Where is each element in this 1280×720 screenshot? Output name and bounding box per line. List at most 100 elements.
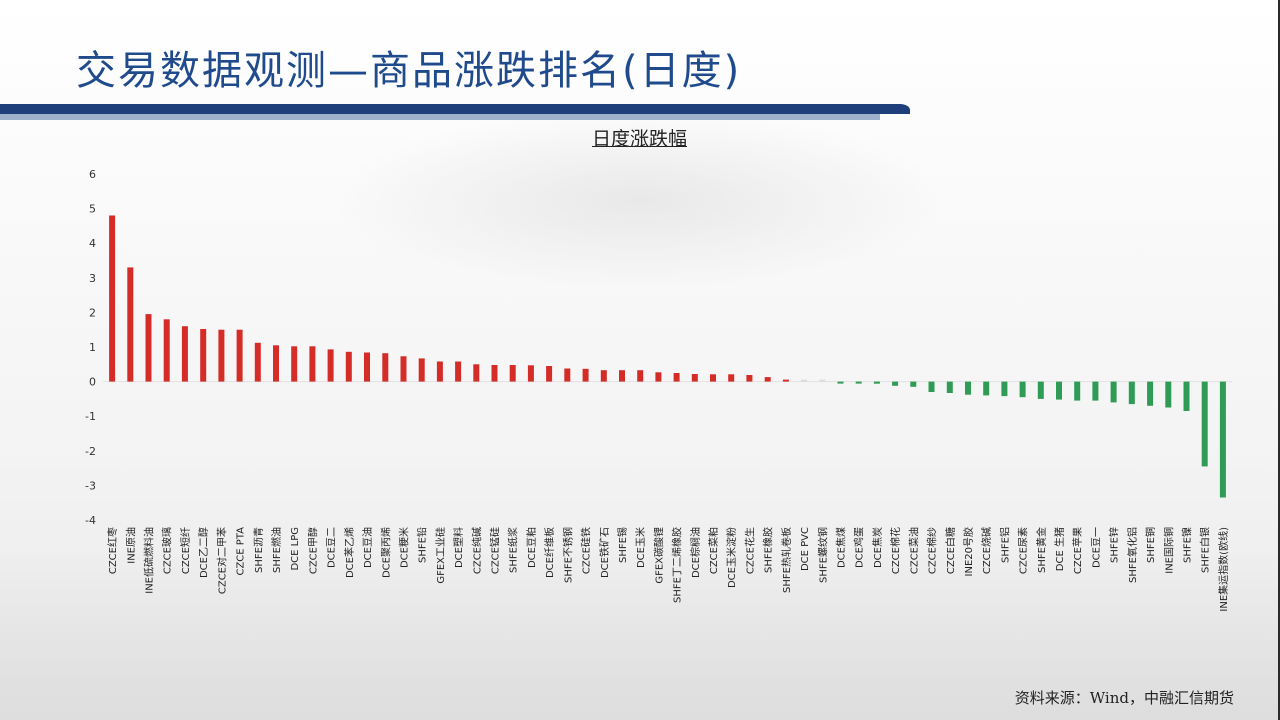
category-label: DCE塑料 [452,527,465,568]
bar-4 [181,326,188,382]
bar-23 [527,365,534,382]
category-label: CZCE尿素 [1017,527,1030,574]
bar-59 [1183,381,1190,411]
bar-24 [546,366,553,382]
category-label: SHFE白银 [1199,527,1212,573]
bar-21 [491,365,498,382]
category-label: INE原油 [124,527,137,564]
category-label: SHFE锌 [1108,527,1121,563]
y-tick-label: 0 [89,376,96,389]
category-label: DCE粳米 [397,527,410,568]
page-title: 交易数据观测—商品涨跌排名(日度) [76,48,742,94]
category-label: GFEX工业硅 [434,527,447,584]
category-label: CZCE甲醇 [306,527,319,574]
bar-1 [127,267,134,382]
category-label: SHFE镍 [1180,527,1193,563]
category-label: SHFE铅 [416,527,429,563]
world-map-background [330,110,950,290]
bar-57 [1147,381,1154,406]
bar-25 [564,368,571,382]
bar-7 [236,329,243,382]
category-label: CZCE苹果 [1071,527,1084,574]
bar-58 [1165,381,1172,408]
category-label: CZCE锰硅 [489,527,502,574]
y-tick-label: 1 [89,341,96,354]
bar-50 [1019,381,1026,398]
category-label: CZCE硅铁 [580,527,593,574]
category-label: DCE豆一 [1090,527,1102,568]
category-label: CZCE对二甲苯 [215,527,228,594]
bar-13 [345,351,352,382]
category-label: CZCE玻璃 [161,527,174,574]
bar-3 [163,319,170,382]
category-label: CZCE烧碱 [980,527,993,574]
category-label: SHFE燃油 [270,527,283,573]
category-label: DCE PVC [800,527,811,571]
category-label: SHFE纸浆 [507,527,520,573]
category-label: DCE鸡蛋 [853,527,866,568]
y-tick-label: 3 [89,272,96,285]
category-label: DCE苯乙烯 [343,527,356,578]
bar-49 [1001,381,1008,397]
bar-53 [1074,381,1081,401]
bar-45 [928,381,935,392]
bar-36 [764,377,771,382]
bar-15 [382,353,389,382]
chart-title: 日度涨跌幅 [592,128,688,150]
category-label: SHFE螺纹钢 [816,527,829,583]
title-underline-accent [0,114,880,120]
bar-0 [109,215,116,382]
bar-32 [691,374,698,382]
bar-19 [455,361,462,382]
category-label: CZCE棉花 [889,527,902,574]
category-label: CZCE白糖 [944,527,957,574]
bar-8 [254,342,261,382]
category-label: INE20号胶 [962,527,975,576]
bar-16 [400,356,407,382]
bar-12 [327,349,334,382]
title-underline-bar [0,104,910,114]
category-label: INE集运指数(欧线) [1217,527,1230,612]
slide-right-border [1278,0,1280,720]
category-label: CZCE棉纱 [926,527,939,574]
category-label: DCE焦煤 [834,527,847,568]
category-label: DCE焦炭 [871,527,884,568]
bar-11 [309,346,316,382]
bar-29 [637,370,644,382]
bar-26 [582,368,589,382]
category-label: DCE乙二醇 [197,527,210,578]
bar-20 [473,364,480,382]
category-label: SHFE锡 [616,527,629,563]
bar-10 [291,346,298,382]
category-label: CZCE花生 [743,527,756,574]
bar-18 [436,361,443,382]
y-tick-label: -3 [85,479,96,492]
bar-40 [837,381,844,384]
category-label: CZCE红枣 [106,527,119,574]
category-label: SHFE沥青 [252,527,265,573]
bar-60 [1201,381,1208,467]
category-label: DCE 生猪 [1053,527,1066,571]
bar-54 [1092,381,1099,401]
bar-14 [364,352,370,382]
bar-51 [1037,381,1044,399]
bar-9 [273,345,279,382]
bar-55 [1110,381,1117,403]
bar-34 [728,374,735,382]
category-label: DCE纤维板 [543,527,556,578]
bar-5 [200,329,207,382]
category-label: DCE豆粕 [525,527,538,568]
category-label: SHFE铝 [999,527,1011,563]
city-skyline-background [0,550,1280,720]
category-label: SHFE黄金 [1035,527,1048,573]
category-label: SHFE丁二烯橡胶 [671,527,684,603]
bar-38 [801,379,808,382]
bar-44 [910,381,917,387]
bar-6 [218,329,225,382]
bar-35 [746,375,753,382]
source-note: 资料来源：Wind，中融汇信期货 [1014,689,1234,707]
category-label: CZCE短纤 [179,527,192,574]
bar-61 [1219,381,1226,498]
bar-47 [965,381,971,395]
category-label: DCE玉米淀粉 [725,527,738,588]
